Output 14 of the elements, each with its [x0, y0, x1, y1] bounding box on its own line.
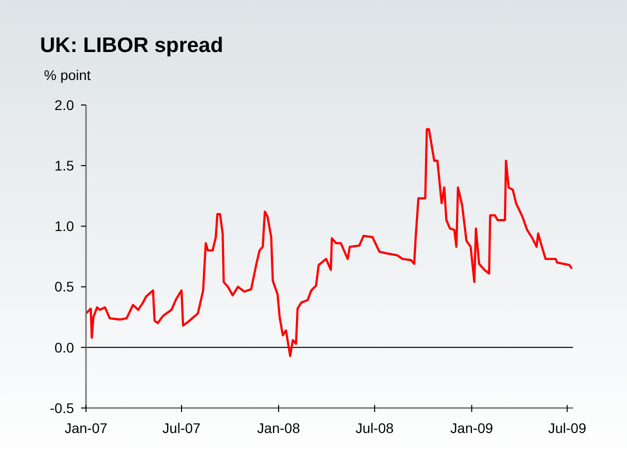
x-tick-label: Jul-09 [548, 420, 586, 436]
x-tick-label: Jan-08 [257, 420, 300, 436]
x-tick-label: Jan-09 [450, 420, 494, 436]
y-tick-label: 2.0 [54, 96, 74, 113]
y-tick-label: 0.5 [54, 278, 74, 295]
x-tick-label: Jul-08 [356, 420, 394, 436]
x-tick-label: Jan-07 [64, 420, 108, 436]
y-tick-label: -0.5 [50, 400, 74, 416]
x-tick-label: Jul-07 [162, 420, 201, 436]
y-tick-label: 1.5 [54, 158, 74, 174]
y-axis-title: % point [44, 67, 91, 83]
chart-title: UK: LIBOR spread [40, 34, 224, 57]
y-tick-label: 1.0 [54, 218, 74, 234]
y-tick-label: 0.0 [54, 339, 74, 356]
